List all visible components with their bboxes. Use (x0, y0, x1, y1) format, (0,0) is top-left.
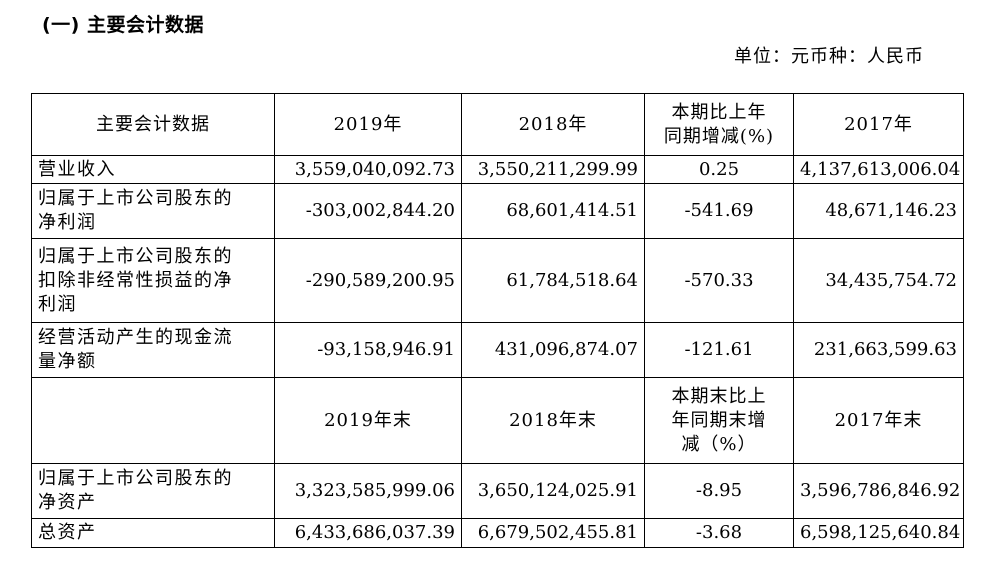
row-label-line1: 归属于上市公司股东的 (38, 245, 233, 267)
value-2018: 6,679,502,455.81 (461, 518, 645, 548)
subheader-yoy-line1: 本期末比上 (671, 385, 767, 407)
section-title: (一) 主要会计数据 (42, 14, 204, 36)
row-label: 归属于上市公司股东的 净利润 (31, 183, 275, 239)
header-yoy-change: 本期比上年 同期增减(%) (644, 93, 794, 156)
value-2018: 431,096,874.07 (461, 322, 645, 378)
value-change: -3.68 (644, 518, 794, 548)
row-label: 归属于上市公司股东的 扣除非经常性损益的净 利润 (31, 238, 275, 323)
subheader-2019-end: 2019年末 (274, 377, 462, 464)
value-2017: 231,663,599.63 (793, 322, 964, 378)
row-label: 归属于上市公司股东的 净资产 (31, 463, 275, 519)
subheader-2018-end: 2018年末 (461, 377, 645, 464)
row-label: 营业收入 (31, 155, 275, 184)
table-row-total-assets: 总资产 6,433,686,037.39 6,679,502,455.81 -3… (31, 518, 964, 548)
row-label-line1: 经营活动产生的现金流 (38, 327, 233, 348)
value-2018: 68,601,414.51 (461, 183, 645, 239)
subheader-yoy-change: 本期末比上 年同期末增 减（%） (644, 377, 794, 464)
header-yoy-line2: 同期增减(%) (663, 125, 775, 147)
subheader-2017-end: 2017年末 (793, 377, 964, 464)
table-subheader-row: 2019年末 2018年末 本期末比上 年同期末增 减（%） 2017年末 (31, 377, 964, 464)
value-2019: -93,158,946.91 (274, 322, 462, 378)
value-change: 0.25 (644, 155, 794, 184)
header-2019: 2019年 (274, 93, 462, 156)
row-label-line1: 归属于上市公司股东的 (38, 468, 233, 489)
table-row-net-profit-excl-nonrecurring: 归属于上市公司股东的 扣除非经常性损益的净 利润 -290,589,200.95… (31, 238, 964, 323)
value-2019: -290,589,200.95 (274, 238, 462, 323)
header-2017: 2017年 (793, 93, 964, 156)
unit-currency-note: 单位：元币种：人民币 (734, 46, 924, 67)
table-row-net-profit: 归属于上市公司股东的 净利润 -303,002,844.20 68,601,41… (31, 183, 964, 239)
value-2017: 3,596,786,846.92 (793, 463, 964, 519)
row-label-line2: 扣除非经常性损益的净 (38, 269, 233, 291)
value-2019: 3,559,040,092.73 (274, 155, 462, 184)
value-2017: 34,435,754.72 (793, 238, 964, 323)
value-change: -570.33 (644, 238, 794, 323)
value-2019: -303,002,844.20 (274, 183, 462, 239)
value-2018: 3,650,124,025.91 (461, 463, 645, 519)
value-2018: 3,550,211,299.99 (461, 155, 645, 184)
table-row-operating-cash-flow: 经营活动产生的现金流 量净额 -93,158,946.91 431,096,87… (31, 322, 964, 378)
value-2018: 61,784,518.64 (461, 238, 645, 323)
row-label-line1: 归属于上市公司股东的 (38, 188, 233, 209)
header-label: 主要会计数据 (31, 93, 275, 156)
table-row-revenue: 营业收入 3,559,040,092.73 3,550,211,299.99 0… (31, 155, 964, 184)
row-label: 总资产 (31, 518, 275, 548)
value-2019: 3,323,585,999.06 (274, 463, 462, 519)
subheader-yoy-line3: 减（%） (681, 433, 757, 455)
row-label-line2: 净资产 (38, 492, 97, 513)
table-row-net-assets: 归属于上市公司股东的 净资产 3,323,585,999.06 3,650,12… (31, 463, 964, 519)
row-label-line3: 利润 (38, 293, 77, 315)
subheader-label-empty (31, 377, 275, 464)
table-header-row: 主要会计数据 2019年 2018年 本期比上年 同期增减(%) 2017年 (31, 93, 964, 156)
value-2017: 4,137,613,006.04 (793, 155, 964, 184)
value-change: -121.61 (644, 322, 794, 378)
value-2019: 6,433,686,037.39 (274, 518, 462, 548)
value-change: -8.95 (644, 463, 794, 519)
header-yoy-line1: 本期比上年 (671, 101, 767, 123)
subheader-yoy-line2: 年同期末增 (671, 409, 767, 431)
row-label: 经营活动产生的现金流 量净额 (31, 322, 275, 378)
value-change: -541.69 (644, 183, 794, 239)
key-accounting-data-table: 主要会计数据 2019年 2018年 本期比上年 同期增减(%) 2017年 营… (31, 93, 964, 548)
row-label-line2: 量净额 (38, 351, 97, 372)
value-2017: 6,598,125,640.84 (793, 518, 964, 548)
value-2017: 48,671,146.23 (793, 183, 964, 239)
row-label-line2: 净利润 (38, 212, 97, 233)
header-2018: 2018年 (461, 93, 645, 156)
